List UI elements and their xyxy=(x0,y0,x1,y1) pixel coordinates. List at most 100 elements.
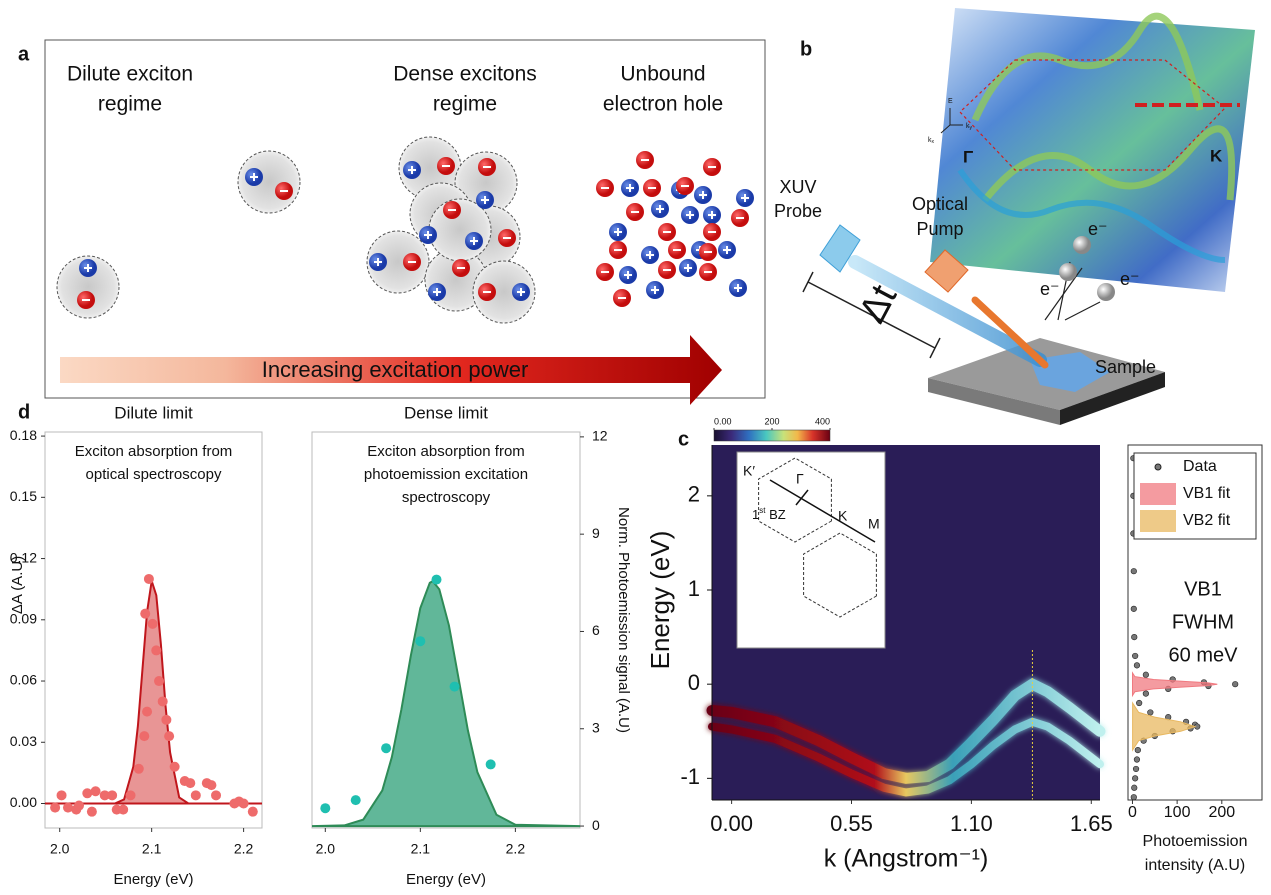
axis-sub: x xyxy=(932,139,935,145)
inset-label: K xyxy=(838,508,848,524)
annotation: FWHM xyxy=(1172,611,1234,633)
annotation: Exciton absorption from xyxy=(75,443,233,460)
emission-arrow xyxy=(1065,302,1100,320)
colorbar xyxy=(714,430,830,441)
data-point xyxy=(74,801,84,811)
pump-label: Optical xyxy=(912,194,968,214)
bz-num: 1 xyxy=(752,507,759,522)
inset xyxy=(737,452,885,648)
x-tick-label: 0.55 xyxy=(830,811,873,836)
regime-label: Dense excitons xyxy=(393,63,537,86)
x-tick-label: 2.1 xyxy=(142,841,162,857)
band-image xyxy=(930,8,1255,292)
regime-label: regime xyxy=(433,93,497,116)
delay-end xyxy=(803,272,813,292)
pump-label: Pump xyxy=(916,219,963,239)
inset-label: 1st BZ xyxy=(752,506,786,522)
data-point xyxy=(1232,681,1238,687)
annotation: spectroscopy xyxy=(402,489,491,506)
arrow-label: Increasing excitation power xyxy=(262,357,529,382)
data-point xyxy=(161,715,171,725)
y-tick-label: 3 xyxy=(592,719,600,735)
annotation: photoemission excitation xyxy=(364,466,528,483)
data-point xyxy=(1132,653,1138,659)
y-tick-label: 2 xyxy=(688,482,700,507)
x-tick-label: 2.0 xyxy=(316,841,336,857)
sample-label: Sample xyxy=(1095,357,1156,377)
data-point xyxy=(144,574,154,584)
data-point xyxy=(1131,568,1137,574)
point-label: K xyxy=(1210,146,1223,165)
colorbar-label: 400 xyxy=(815,416,830,426)
y-tick-label: 0.00 xyxy=(10,794,37,810)
x-axis-label: intensity (A.U) xyxy=(1145,857,1245,874)
data-point xyxy=(134,764,144,774)
data-point xyxy=(1143,672,1149,678)
data-point xyxy=(126,790,136,800)
x-axis-label: k (Angstrom⁻¹) xyxy=(824,845,989,873)
y-tick-label: -1 xyxy=(680,764,700,789)
y-tick-label: 9 xyxy=(592,525,600,541)
y-tick-label: 0 xyxy=(592,817,600,833)
data-point xyxy=(154,676,164,686)
annotation: optical spectroscopy xyxy=(86,466,222,483)
regime-label: electron hole xyxy=(603,93,723,116)
data-point xyxy=(139,731,149,741)
x-tick-label: 100 xyxy=(1164,804,1191,821)
data-point xyxy=(381,743,391,753)
legend-swatch xyxy=(1140,483,1176,505)
inset-label: K′ xyxy=(743,463,755,479)
data-point xyxy=(1131,794,1137,800)
data-point xyxy=(170,762,180,772)
figure: abcdDilute excitonregimeDense excitonsre… xyxy=(0,0,1271,895)
data-point xyxy=(118,805,128,815)
data-point xyxy=(1143,691,1149,697)
electron-label: e⁻ xyxy=(1040,279,1060,299)
probe-label: XUV xyxy=(779,177,816,197)
panel-label: d xyxy=(18,401,30,423)
panel-label: b xyxy=(800,38,812,60)
x-tick-label: 1.65 xyxy=(1070,811,1113,836)
electron-label: e⁻ xyxy=(1088,219,1108,239)
y-tick-label: 6 xyxy=(592,622,600,638)
data-point xyxy=(1131,785,1137,791)
x-tick-label: 2.2 xyxy=(234,841,254,857)
data-point xyxy=(1131,606,1137,612)
panel-label: c xyxy=(678,428,689,450)
chart-title: Dense limit xyxy=(404,403,488,422)
data-point xyxy=(1133,766,1139,772)
data-point xyxy=(142,707,152,717)
panel-label: a xyxy=(18,43,30,65)
data-point xyxy=(206,780,216,790)
photoelectron xyxy=(1059,263,1077,281)
data-point xyxy=(57,790,67,800)
colorbar-label: 0.00 xyxy=(714,416,732,426)
x-tick-label: 0.00 xyxy=(710,811,753,836)
data-point xyxy=(415,636,425,646)
axis-name: kx xyxy=(928,137,935,145)
regime-label: regime xyxy=(98,93,162,116)
data-point xyxy=(1136,700,1142,706)
data-point xyxy=(164,731,174,741)
data-point xyxy=(91,786,101,796)
y-tick-label: 12 xyxy=(592,428,608,444)
chart-title: Dilute limit xyxy=(114,403,193,422)
data-point xyxy=(158,696,168,706)
y-tick-label: 0.15 xyxy=(10,488,37,504)
x-tick-label: 2.2 xyxy=(506,841,526,857)
data-point xyxy=(148,619,158,629)
inset-label: M xyxy=(868,516,880,532)
y-axis-label: Norm. Photoemission signal (A.U) xyxy=(615,507,632,733)
data-point xyxy=(140,609,150,619)
annotation: Exciton absorption from xyxy=(367,443,525,460)
data-point xyxy=(107,790,117,800)
legend-label: VB1 fit xyxy=(1183,485,1231,502)
inset-label: Γ xyxy=(796,471,804,487)
x-tick-label: 0 xyxy=(1128,804,1137,821)
page: abcdDilute excitonregimeDense excitonsre… xyxy=(0,0,1271,895)
data-point xyxy=(151,645,161,655)
x-axis-label: Energy (eV) xyxy=(113,871,193,888)
x-tick-label: 1.10 xyxy=(950,811,993,836)
data-point xyxy=(87,807,97,817)
y-tick-label: 0.18 xyxy=(10,427,37,443)
